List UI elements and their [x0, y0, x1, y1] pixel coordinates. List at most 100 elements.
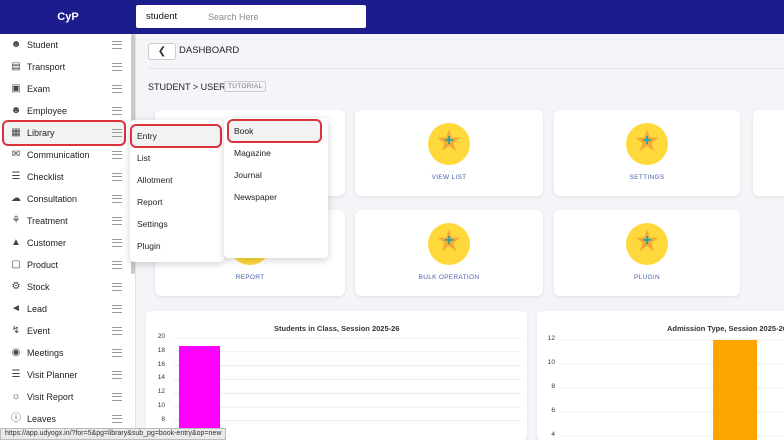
add-badge-icon	[626, 223, 668, 265]
sidebar-item-customer[interactable]: ▲ Customer	[0, 232, 130, 254]
menu-item-allotment[interactable]: Allotment	[137, 175, 173, 185]
add-badge-icon	[428, 223, 470, 265]
menu-icon[interactable]	[112, 261, 122, 269]
menu-icon[interactable]	[112, 173, 122, 181]
menu-icon[interactable]	[112, 371, 122, 379]
sidebar-item-visit-report[interactable]: ☼ Visit Report	[0, 386, 130, 408]
card-partial[interactable]	[753, 110, 784, 196]
menu-icon[interactable]	[112, 283, 122, 291]
tick-label: 10	[157, 401, 165, 409]
sidebar-item-student[interactable]: ☻ Student	[0, 34, 130, 56]
sidebar-item-label: Transport	[27, 62, 66, 72]
sidebar-item-lead[interactable]: ◄ Lead	[0, 298, 130, 320]
card-view-list[interactable]: VIEW LIST	[355, 110, 543, 196]
sidebar-item-label: Consultation	[27, 194, 78, 204]
brand-logo[interactable]: CyP	[57, 11, 79, 23]
tick-label: 4	[551, 431, 555, 438]
menu-item-report[interactable]: Report	[137, 197, 163, 207]
menu-icon[interactable]	[112, 195, 122, 203]
chart-title: Admission Type, Session 2025-26	[667, 324, 784, 333]
bar-admission	[713, 340, 757, 440]
chart-title: Students in Class, Session 2025-26	[274, 324, 400, 333]
menu-icon[interactable]	[112, 63, 122, 71]
sidebar-item-event[interactable]: ↯ Event	[0, 320, 130, 342]
bar-class	[179, 346, 220, 440]
sidebar-item-label: Student	[27, 40, 59, 50]
sidebar-item-visit-planner[interactable]: ☰ Visit Planner	[0, 364, 130, 386]
sidebar-item-label: Visit Planner	[27, 370, 78, 380]
meeting-icon: ◉	[11, 347, 21, 358]
network-icon: ▲	[11, 237, 21, 248]
sidebar-item-stock[interactable]: ⚙ Stock	[0, 276, 130, 298]
breadcrumb: STUDENT > USER	[148, 82, 226, 92]
card-label: BULK OPERATION	[418, 274, 480, 281]
tick-label: 16	[157, 360, 165, 368]
menu-item-list[interactable]: List	[137, 153, 151, 163]
menu-icon[interactable]	[112, 107, 122, 115]
sidebar-item-leaves[interactable]: ⓘ Leaves	[0, 408, 130, 430]
card-label: VIEW LIST	[431, 174, 467, 181]
gear-icon: ⚙	[11, 281, 21, 292]
card-plugin[interactable]: PLUGIN	[554, 210, 740, 296]
card-settings[interactable]: SETTINGS	[554, 110, 740, 196]
sidebar-item-consultation[interactable]: ☁ Consultation	[0, 188, 130, 210]
menu-item-newspaper[interactable]: Newspaper	[234, 192, 277, 202]
sidebar-item-employee[interactable]: ☻ Employee	[0, 100, 130, 122]
help-icon: ⓘ	[11, 413, 21, 424]
sidebar-item-library[interactable]: ▦ Library	[2, 120, 126, 146]
library-submenu: Entry List Allotment Report Settings Plu…	[130, 120, 224, 262]
tick-label: 12	[547, 335, 555, 342]
menu-item-magazine[interactable]: Magazine	[234, 148, 271, 158]
menu-icon[interactable]	[112, 41, 122, 49]
bolt-icon: ↯	[11, 325, 21, 336]
menu-icon[interactable]	[112, 349, 122, 357]
search-box: student	[136, 5, 366, 28]
tick-label: 18	[157, 346, 165, 354]
menu-item-entry[interactable]: Entry	[130, 124, 222, 148]
bag-icon: ▢	[11, 259, 21, 270]
top-bar: CyP student	[0, 0, 784, 34]
message-icon: ✉	[11, 149, 21, 160]
sidebar-item-product[interactable]: ▢ Product	[0, 254, 130, 276]
menu-icon[interactable]	[112, 239, 122, 247]
chevron-left-icon: ❮	[157, 46, 167, 57]
card-label: SETTINGS	[629, 174, 665, 181]
menu-icon[interactable]	[112, 393, 122, 401]
sidebar-item-label: Exam	[27, 84, 51, 94]
user-icon: ☻	[10, 39, 22, 50]
search-category[interactable]: student	[146, 11, 178, 22]
sidebar-item-label: Checklist	[27, 172, 64, 182]
sidebar-item-checklist[interactable]: ☰ Checklist	[0, 166, 130, 188]
divider	[148, 68, 784, 69]
sidebar: ☻ Student ▤ Transport ▣ Exam ☻ Employee …	[0, 34, 136, 440]
menu-item-plugin[interactable]: Plugin	[137, 241, 161, 251]
user-icon: ☻	[10, 105, 22, 116]
menu-icon[interactable]	[112, 151, 122, 159]
back-button[interactable]: ❮	[148, 43, 176, 60]
menu-icon[interactable]	[112, 305, 122, 313]
menu-icon[interactable]	[112, 129, 122, 137]
menu-icon[interactable]	[112, 327, 122, 335]
sidebar-item-meetings[interactable]: ◉ Meetings	[0, 342, 130, 364]
menu-icon[interactable]	[112, 85, 122, 93]
sidebar-item-transport[interactable]: ▤ Transport	[0, 56, 130, 78]
sidebar-item-treatment[interactable]: ⚘ Treatment	[0, 210, 130, 232]
sidebar-item-label: Event	[27, 326, 51, 336]
menu-icon[interactable]	[112, 415, 122, 423]
sidebar-item-communication[interactable]: ✉ Communication	[0, 144, 130, 166]
search-input[interactable]	[208, 8, 358, 25]
bus-icon: ▤	[11, 61, 21, 72]
menu-item-journal[interactable]: Journal	[234, 170, 262, 180]
tick-label: 6	[551, 407, 555, 414]
card-bulk-operation[interactable]: BULK OPERATION	[355, 210, 543, 296]
list-icon: ☰	[11, 369, 21, 380]
menu-item-book[interactable]: Book	[227, 119, 322, 143]
tick-label: 8	[161, 415, 165, 423]
tick-label: 12	[157, 388, 165, 396]
menu-icon[interactable]	[112, 217, 122, 225]
menu-item-settings[interactable]: Settings	[137, 219, 168, 229]
tutorial-link[interactable]: TUTORIAL	[224, 81, 267, 92]
sidebar-item-exam[interactable]: ▣ Exam	[0, 78, 130, 100]
sidebar-item-label: Library	[27, 128, 55, 138]
chat-icon: ☁	[11, 193, 21, 204]
